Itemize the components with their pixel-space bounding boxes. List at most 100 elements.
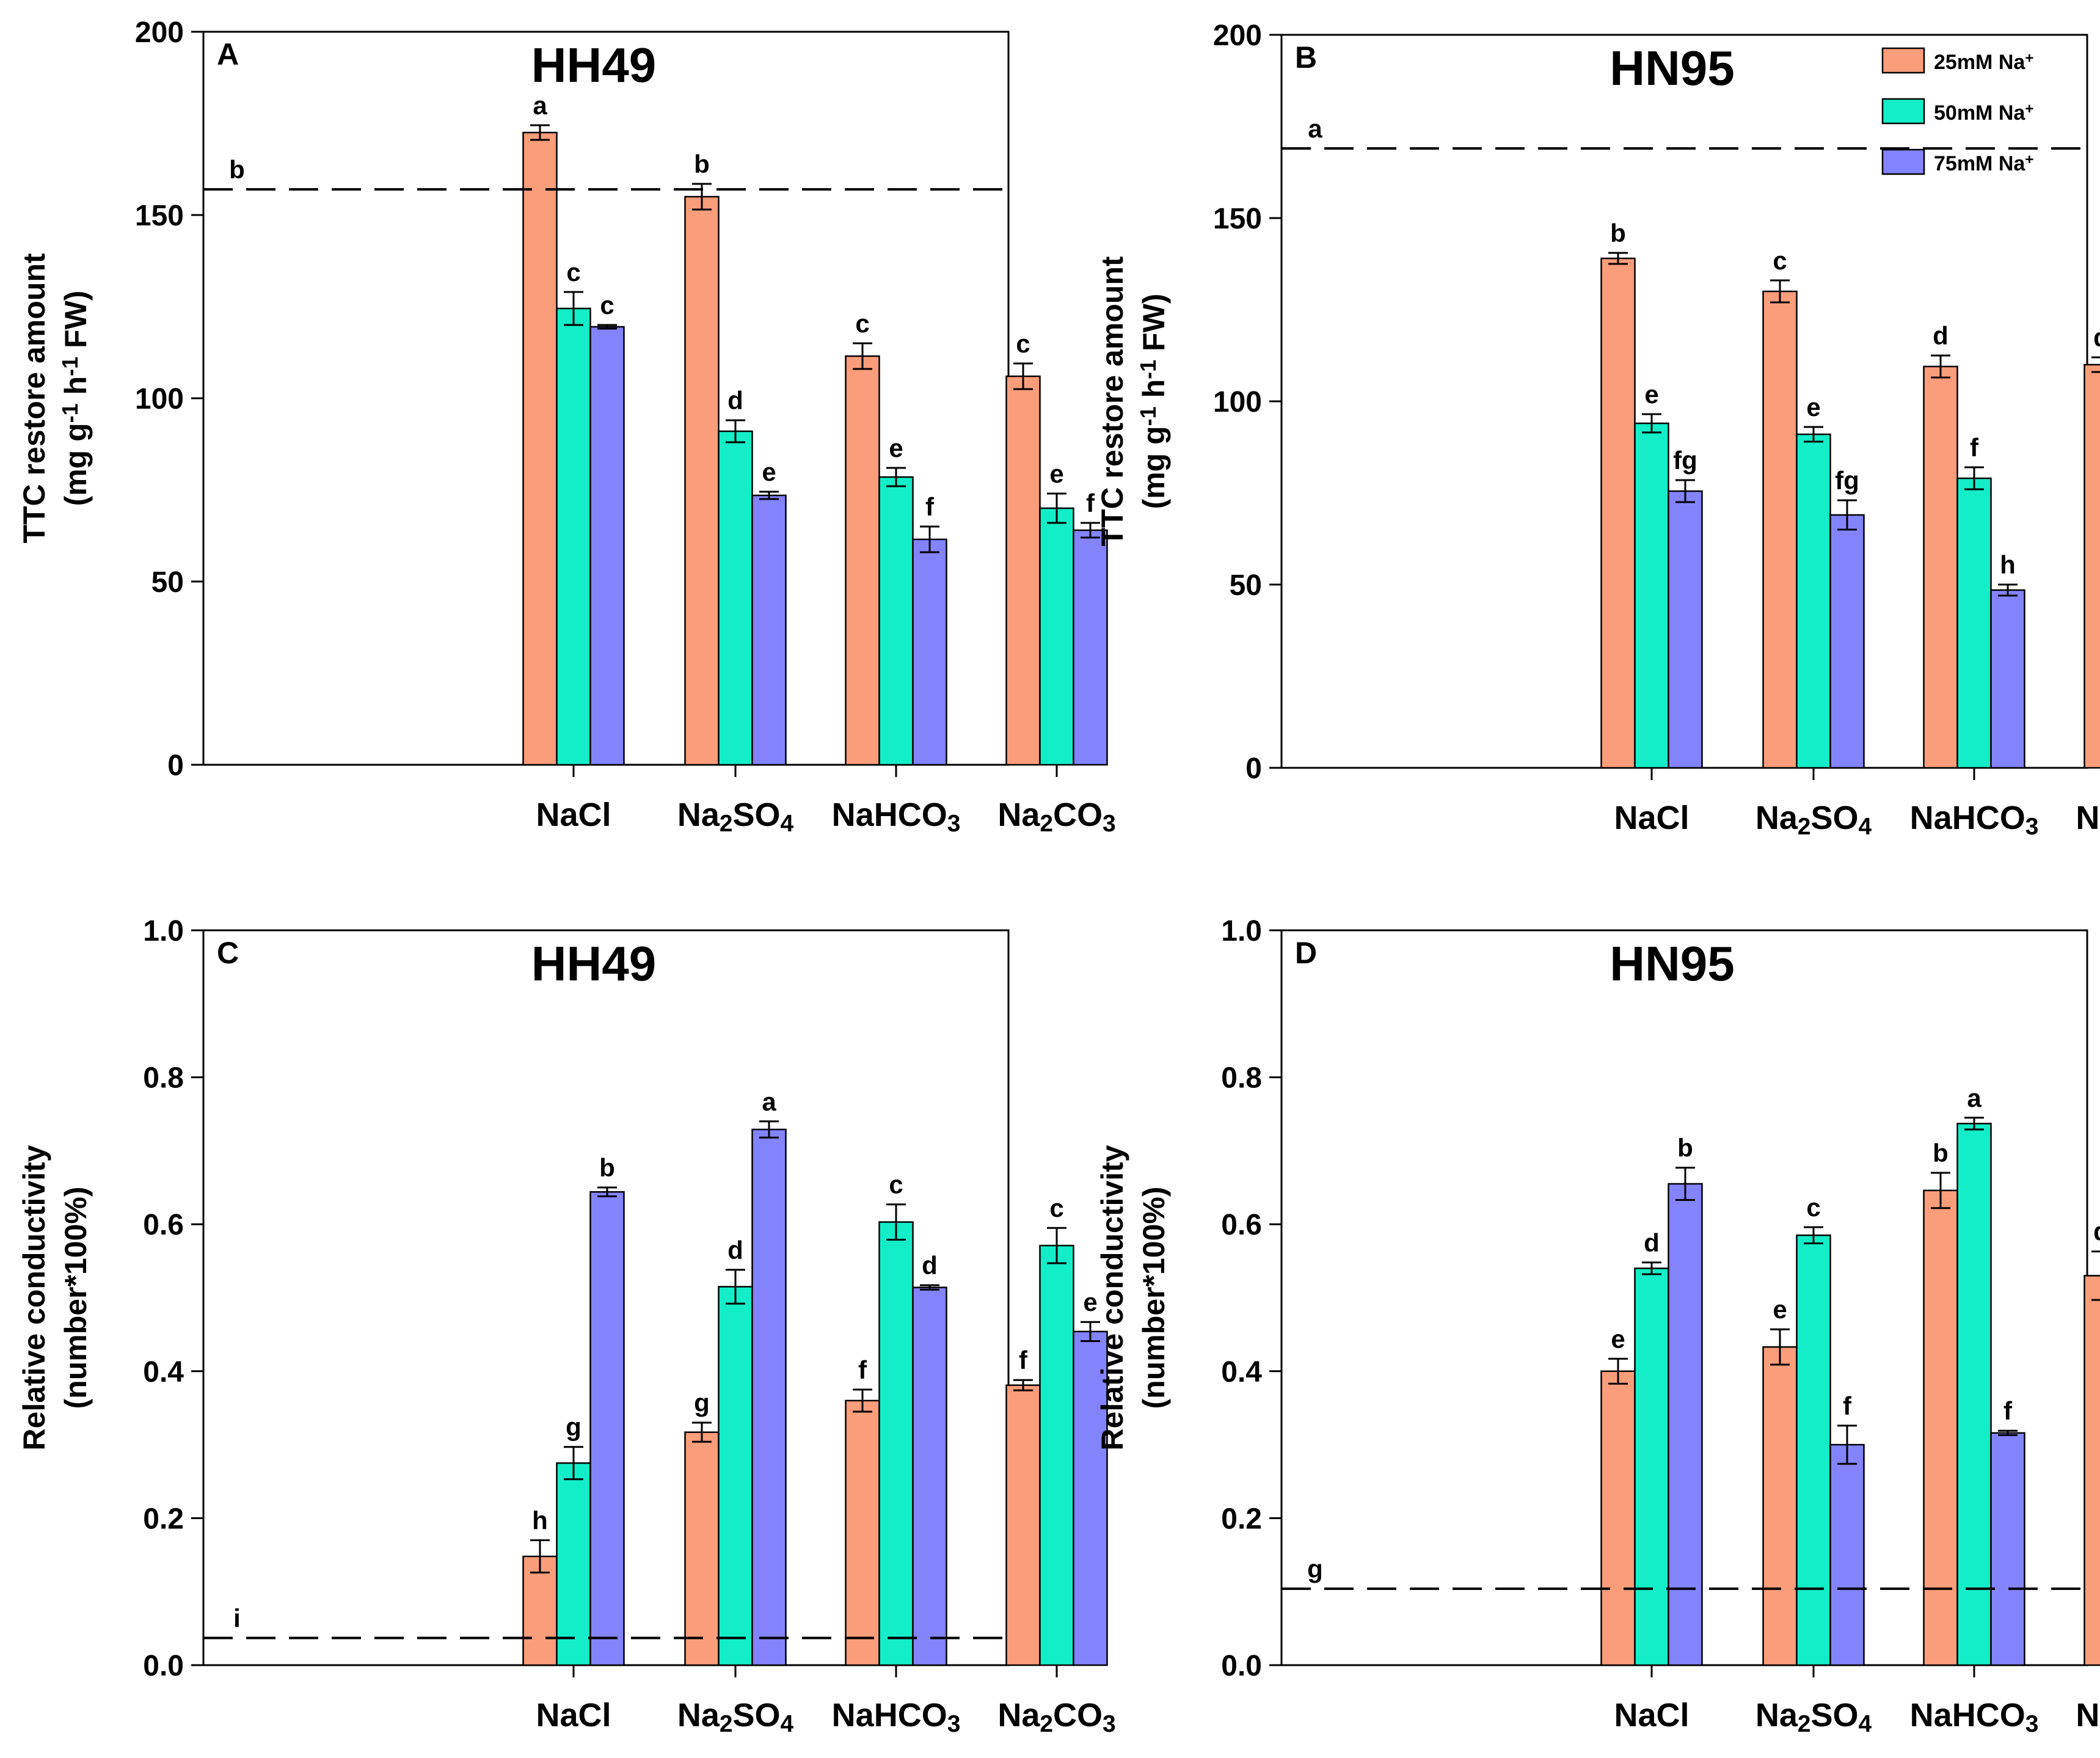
control-letter: b xyxy=(229,155,245,184)
significance-letter: a xyxy=(762,1087,776,1116)
significance-letter: d xyxy=(2093,323,2100,352)
text-part: h xyxy=(1137,379,1171,406)
text-part: (number*100%) xyxy=(59,1187,93,1409)
y-tick-label: 200 xyxy=(135,16,184,49)
text-part: 25mM Na xyxy=(1934,51,2025,74)
y-tick-label: 200 xyxy=(1213,20,1262,52)
text-script: 2 xyxy=(1798,814,1811,840)
significance-letter: e xyxy=(1773,1295,1787,1324)
significance-letter: d xyxy=(1644,1228,1660,1257)
text-part: NaCl xyxy=(536,797,611,833)
bar-s25-NaCl xyxy=(1602,258,1635,768)
y-tick-label: 0.0 xyxy=(143,1650,184,1682)
bar-s50-NaHCO3 xyxy=(1958,478,1991,768)
significance-letter: f xyxy=(858,1355,867,1384)
bar-s50-NaHCO3 xyxy=(880,1222,913,1665)
significance-letter: b xyxy=(694,150,710,178)
bar-s75-NaCl xyxy=(1669,1184,1702,1665)
bar-s50-NaCl xyxy=(557,1463,591,1665)
bar-s75-NaCl xyxy=(591,1192,624,1665)
bar-s50-Na2SO4 xyxy=(1797,434,1831,768)
significance-letter: d xyxy=(727,1236,743,1264)
y-tick-label: 150 xyxy=(135,200,184,232)
y-tick-label: 0.4 xyxy=(1221,1356,1262,1388)
significance-letter: e xyxy=(1611,1324,1625,1353)
significance-letter: f xyxy=(1970,433,1979,462)
text-script: 2 xyxy=(1798,1711,1811,1737)
text-script: 3 xyxy=(1103,1711,1116,1737)
significance-letter: h xyxy=(2000,550,2016,579)
text-part: FW) xyxy=(1137,294,1171,360)
significance-letter: c xyxy=(566,258,580,286)
x-tick-label-Na2CO3: Na2CO3 xyxy=(2076,1697,2100,1737)
y-tick-label: 0.0 xyxy=(1221,1650,1262,1682)
x-tick-label-Na2SO4: Na2SO4 xyxy=(1755,1697,1872,1737)
significance-letter: f xyxy=(2003,1396,2013,1425)
bar-s25-Na2SO4 xyxy=(1763,291,1797,768)
significance-letter: d xyxy=(2093,1217,2100,1246)
panel-letter: D xyxy=(1295,936,1317,970)
text-script: 3 xyxy=(947,1711,961,1737)
x-tick-label-NaHCO3: NaHCO3 xyxy=(1910,800,2039,840)
text-part: Na xyxy=(997,797,1040,833)
text-script: 3 xyxy=(1103,811,1116,837)
y-tick-label: 150 xyxy=(1213,203,1262,235)
bar-s25-NaCl xyxy=(1602,1371,1635,1665)
y-axis-label-line1: TTC restore amount xyxy=(1095,256,1129,546)
text-script: -1 xyxy=(57,357,82,376)
x-tick-label-Na2CO3: Na2CO3 xyxy=(2076,800,2100,840)
control-letter: i xyxy=(233,1603,241,1632)
panel-title: HN95 xyxy=(1610,936,1735,991)
text-script: 3 xyxy=(2025,814,2039,840)
x-tick-label-NaCl: NaCl xyxy=(1614,800,1689,836)
legend-label-s75: 75mM Na+ xyxy=(1934,151,2034,175)
text-part: 50mM Na xyxy=(1934,101,2025,125)
text-part: CO xyxy=(1053,1697,1103,1734)
significance-letter: b xyxy=(1933,1139,1949,1167)
legend-swatch-s75 xyxy=(1883,150,1924,174)
bar-s75-Na2CO3 xyxy=(1074,530,1107,765)
text-script: 4 xyxy=(781,1711,794,1737)
text-part: NaHCO xyxy=(1910,800,2025,836)
bar-s50-NaCl xyxy=(1635,1268,1669,1665)
significance-letter: f xyxy=(925,492,935,521)
x-tick-label-NaCl: NaCl xyxy=(536,1697,611,1734)
significance-letter: c xyxy=(1773,246,1787,275)
x-tick-label-Na2CO3: Na2CO3 xyxy=(997,797,1115,837)
significance-letter: e xyxy=(1806,393,1820,421)
bar-s50-Na2CO3 xyxy=(1040,1246,1074,1665)
text-part: (mg g xyxy=(1137,426,1171,509)
y-tick-label: 100 xyxy=(1213,386,1262,418)
significance-letter: d xyxy=(922,1251,938,1280)
text-script: 2 xyxy=(720,1711,733,1737)
panel-letter: B xyxy=(1295,40,1317,75)
panel-title: HH49 xyxy=(531,38,657,92)
significance-letter: f xyxy=(1019,1346,1028,1374)
text-part: CO xyxy=(1053,797,1103,833)
y-axis-label-line1: Relative conductivity xyxy=(1095,1145,1129,1450)
bar-s50-Na2CO3 xyxy=(1040,508,1074,765)
text-part: (mg g xyxy=(59,423,93,506)
text-script: 3 xyxy=(2025,1711,2039,1737)
control-letter: a xyxy=(1308,114,1322,143)
text-script: 4 xyxy=(1859,1711,1872,1737)
text-part: (number*100%) xyxy=(1137,1187,1171,1409)
text-script: -1 xyxy=(1136,406,1161,426)
legend-label-s50: 50mM Na+ xyxy=(1934,101,2034,125)
y-axis-label: TTC restore amount(mg g-1 h-1 FW) xyxy=(17,253,93,543)
bar-s75-NaHCO3 xyxy=(1991,590,2025,768)
x-tick-label-Na2SO4: Na2SO4 xyxy=(1755,800,1872,840)
significance-letter: b xyxy=(1677,1134,1693,1162)
bar-s50-NaHCO3 xyxy=(1958,1123,1991,1665)
text-script: 2 xyxy=(720,811,733,837)
bar-s25-Na2SO4 xyxy=(685,1432,719,1665)
text-script: + xyxy=(2025,151,2033,168)
text-part: Na xyxy=(1755,1697,1798,1734)
bar-s25-Na2CO3 xyxy=(2085,365,2100,768)
significance-letter: fg xyxy=(1673,446,1697,475)
bar-s75-NaHCO3 xyxy=(913,539,947,765)
bar-s75-Na2SO4 xyxy=(1831,515,1864,768)
significance-letter: a xyxy=(533,91,547,120)
